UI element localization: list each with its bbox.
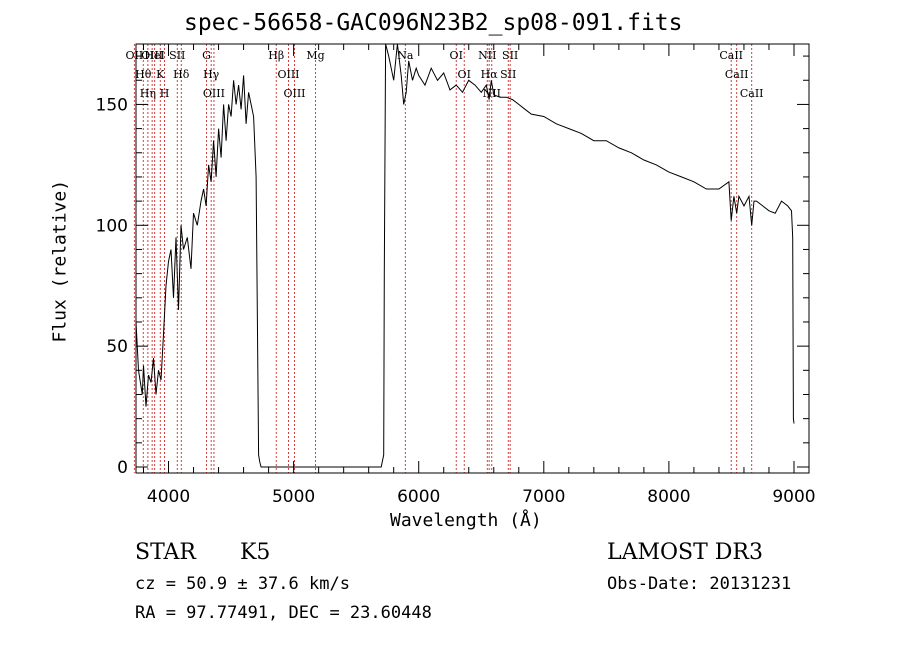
line-label: OIII [141, 49, 163, 62]
x-tick-label: 7000 [522, 487, 565, 507]
line-label: OI [450, 49, 463, 62]
line-label: SII [169, 49, 185, 62]
line-label: H [160, 87, 170, 100]
axis-ticks: 4000 5000 6000 7000 8000 9000 0 50 100 150 [96, 44, 816, 507]
object-class: STAR [135, 540, 196, 565]
y-tick-label: 0 [117, 458, 128, 478]
line-label: Hη [140, 87, 156, 100]
ra-dec: RA = 97.77491, DEC = 23.60448 [135, 603, 432, 623]
line-label: HeI [144, 49, 164, 62]
chart-title: spec-56658-GAC096N23B2_sp08-091.fits [184, 10, 683, 36]
line-label: Hγ [203, 68, 220, 81]
line-label: OIII [277, 68, 299, 81]
line-label: G [202, 49, 211, 62]
line-label: K [156, 68, 165, 81]
x-tick-label: 5000 [272, 487, 315, 507]
y-axis-label: Flux (relative) [49, 179, 71, 343]
line-label: OIII [203, 87, 225, 100]
line-label: Hδ [173, 68, 190, 81]
line-label: Na [397, 49, 414, 62]
observation-date: Obs-Date: 20131231 [607, 574, 792, 594]
redshift-cz: cz = 50.9 ± 37.6 km/s [135, 574, 350, 594]
line-label: Hθ [135, 68, 152, 81]
survey-name: LAMOST DR3 [607, 540, 763, 565]
x-tick-label: 8000 [647, 487, 690, 507]
line-label: Mg [306, 49, 324, 62]
x-tick-label: 6000 [397, 487, 440, 507]
y-tick-label: 50 [106, 337, 128, 357]
line-label: CaII [740, 87, 764, 100]
line-labels: OIIHθHηOIIIHeIKHSIIHδGHγOIIIHβOIIIOIIIMg… [126, 49, 764, 100]
line-label: OI [458, 68, 471, 81]
line-label: SII [502, 49, 518, 62]
line-label: OIII [283, 87, 305, 100]
line-label: NII [478, 49, 496, 62]
line-label: NII [483, 87, 501, 100]
line-label: Hα [481, 68, 499, 81]
line-label: SII [500, 68, 516, 81]
emission-line-markers [133, 44, 753, 473]
x-axis-label: Wavelength (Å) [390, 510, 542, 531]
line-label: CaII [725, 68, 749, 81]
object-subclass: K5 [240, 540, 271, 565]
y-tick-label: 150 [96, 95, 128, 115]
y-tick-label: 100 [96, 216, 128, 236]
plot-frame [135, 43, 810, 474]
line-label: OII [126, 49, 144, 62]
x-tick-label: 9000 [772, 487, 815, 507]
x-tick-label: 4000 [147, 487, 190, 507]
line-label: Hβ [268, 49, 284, 62]
spectrum-line [135, 43, 795, 468]
line-label: CaII [719, 49, 743, 62]
